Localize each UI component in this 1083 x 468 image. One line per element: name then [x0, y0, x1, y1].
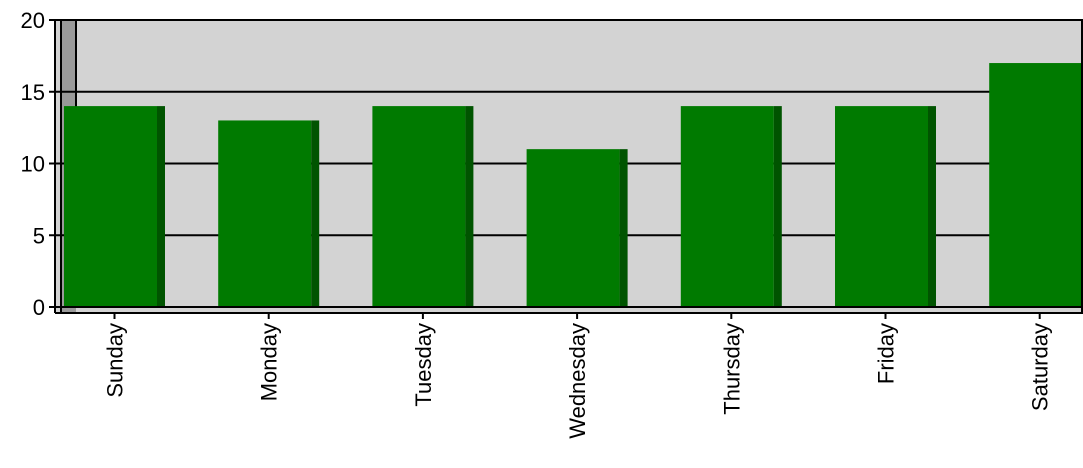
bar-side [619, 149, 628, 307]
bar-front [835, 106, 928, 307]
x-tick-labels: Sunday Monday Tuesday Wednesday Thursday Frid… [103, 313, 1053, 439]
bar-front [526, 149, 620, 307]
x-tick-label: Tuesday [411, 323, 436, 407]
x-tick-label: Saturday [1028, 323, 1053, 411]
bar-side [157, 106, 165, 307]
bar-wednesday [526, 149, 628, 307]
y-tick-label: 0 [33, 295, 45, 320]
x-tick-label: Wednesday [565, 323, 590, 439]
x-tick-label: Thursday [719, 323, 744, 415]
x-tick-label: Friday [874, 323, 899, 384]
axes [54, 20, 1083, 314]
bar-monday [218, 120, 320, 307]
x-tick-label: Monday [257, 323, 282, 401]
y-tick-label: 15 [21, 80, 45, 105]
bar-side [773, 106, 782, 307]
bar-front [218, 120, 312, 307]
y-tick-label: 20 [21, 8, 45, 33]
y-tick-labels: 0 5 10 15 20 [21, 8, 55, 320]
bar-front [680, 106, 774, 307]
bar-front [372, 106, 466, 307]
bar-thursday [680, 106, 782, 307]
y-tick-label: 10 [21, 152, 45, 177]
bar-tuesday [372, 106, 474, 307]
bar-side [928, 106, 936, 307]
bar-side [465, 106, 474, 307]
bar-friday [835, 106, 936, 307]
bars [64, 63, 1083, 307]
bar-sunday [64, 106, 165, 307]
bar-front [64, 106, 157, 307]
bar-saturday [989, 63, 1083, 307]
y-tick-label: 5 [33, 223, 45, 248]
bar-front [989, 63, 1083, 307]
x-tick-label: Sunday [103, 323, 128, 398]
bar-side [311, 120, 320, 307]
